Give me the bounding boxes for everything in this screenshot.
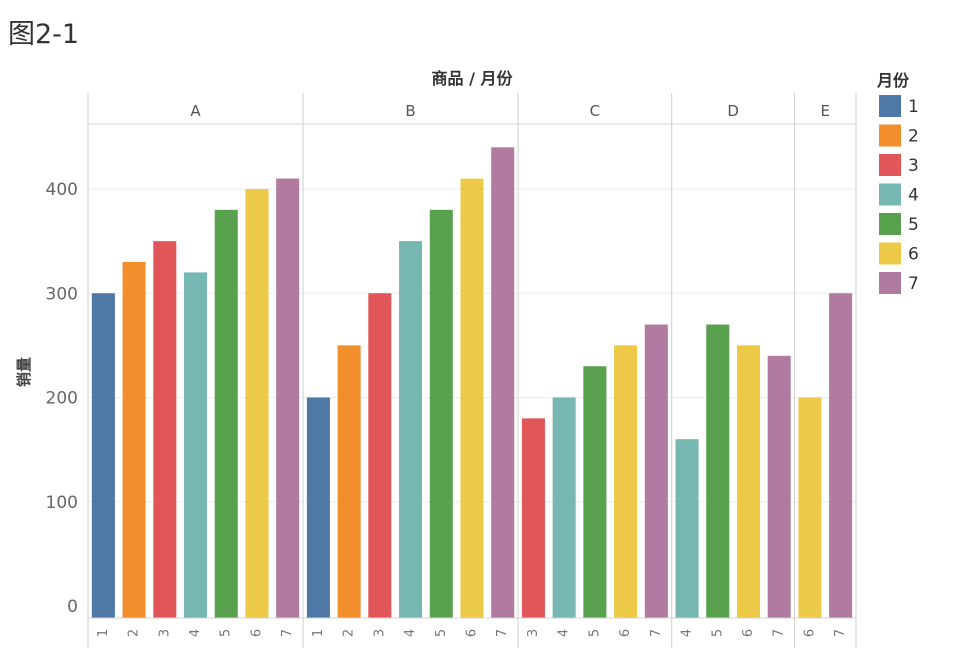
x-tick-label: 7 — [280, 629, 295, 637]
bar — [583, 366, 607, 618]
y-tick-label: 300 — [46, 284, 78, 304]
bar — [399, 241, 423, 618]
bar — [798, 397, 822, 618]
bar — [184, 272, 208, 618]
bar — [491, 147, 515, 619]
x-tick-label: 4 — [188, 629, 203, 637]
legend-swatch — [879, 183, 901, 206]
bar — [552, 397, 576, 618]
legend-label: 2 — [908, 127, 919, 147]
x-tick-label: 6 — [249, 629, 264, 637]
bar — [736, 345, 760, 618]
legend-label: 4 — [908, 186, 919, 206]
y-tick-label: 0 — [67, 597, 78, 617]
bar — [91, 293, 115, 618]
bar — [521, 418, 545, 618]
x-tick-label: 6 — [618, 629, 633, 637]
legend-swatch — [879, 242, 901, 265]
bar — [306, 397, 330, 618]
legend-swatch — [879, 95, 901, 117]
x-tick-label: 5 — [710, 629, 725, 637]
legend-swatch — [879, 213, 901, 235]
panel-header-label: D — [727, 102, 739, 120]
x-tick-label: 4 — [557, 629, 572, 637]
bar — [337, 345, 361, 618]
x-tick-label: 6 — [802, 629, 817, 637]
y-tick-label: 100 — [46, 493, 78, 513]
bar — [276, 178, 300, 618]
x-tick-label: 4 — [403, 629, 418, 637]
bar — [644, 324, 668, 618]
axis-labels: 0 100 200 300 400 销量 商品 / 月份 A 1 2 3 4 5 6 7 B 1 2 3 4 5 6 7 C 3… — [15, 69, 848, 637]
x-tick-label: 2 — [127, 629, 142, 637]
y-tick-label: 400 — [46, 180, 78, 200]
legend-label: 5 — [908, 215, 919, 235]
y-tick-label: 200 — [46, 389, 78, 409]
x-tick-label: 1 — [96, 629, 111, 637]
x-tick-label: 2 — [342, 629, 357, 637]
legend-label: 3 — [908, 156, 919, 176]
figure-label: 图2-1 — [8, 19, 80, 50]
y-axis-title: 销量 — [15, 357, 33, 387]
x-tick-label: 3 — [526, 629, 541, 637]
legend-swatch — [879, 154, 901, 176]
bar — [706, 324, 730, 618]
bar — [829, 293, 853, 618]
x-tick-label: 1 — [311, 629, 326, 637]
legend-label: 1 — [908, 97, 919, 117]
bar — [368, 293, 392, 618]
x-tick-label: 7 — [833, 629, 848, 637]
x-tick-label: 7 — [495, 629, 510, 637]
legend-label: 6 — [908, 245, 919, 265]
legend-swatch — [879, 124, 901, 147]
x-tick-label: 3 — [372, 629, 387, 637]
bar — [675, 439, 699, 618]
x-tick-label: 3 — [157, 629, 172, 637]
panel-header-label: B — [405, 102, 415, 120]
x-tick-label: 6 — [741, 629, 756, 637]
x-tick-label: 7 — [772, 629, 787, 637]
panel-header-label: A — [190, 102, 201, 120]
panel-header-label: C — [590, 102, 600, 120]
x-tick-label: 5 — [219, 629, 234, 637]
bar — [429, 209, 453, 618]
panel-frames — [87, 93, 857, 648]
bar — [614, 345, 638, 618]
legend: 月份 1 2 3 4 5 6 7 — [876, 71, 919, 294]
x-tick-label: 7 — [649, 629, 664, 637]
bar — [245, 189, 269, 618]
chart-title: 商品 / 月份 — [432, 69, 514, 88]
legend-title: 月份 — [876, 71, 910, 90]
bar — [460, 178, 484, 618]
x-tick-label: 5 — [587, 629, 602, 637]
panel-header-label: E — [821, 102, 830, 120]
legend-label: 7 — [908, 274, 919, 294]
x-tick-label: 6 — [465, 629, 480, 637]
legend-swatch — [879, 272, 901, 294]
bar — [122, 261, 146, 618]
x-tick-label: 4 — [680, 629, 695, 637]
bar — [767, 355, 791, 618]
bars — [91, 147, 853, 619]
x-tick-label: 5 — [434, 629, 449, 637]
bar — [214, 209, 238, 618]
bar — [153, 241, 177, 618]
